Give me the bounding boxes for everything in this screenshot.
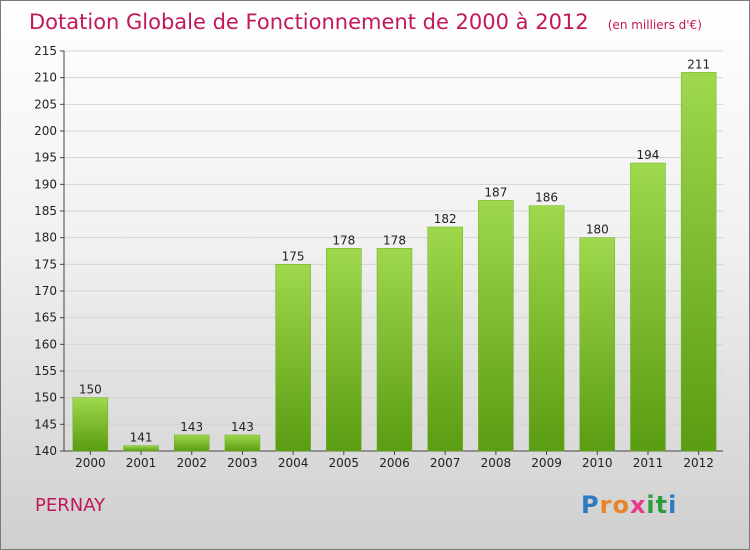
logo-letter: i [646, 491, 656, 519]
bar-2004 [275, 264, 311, 452]
bar-2007 [427, 226, 463, 452]
chart-subtitle: (en milliers d'€) [607, 18, 702, 32]
value-label: 175 [282, 249, 305, 263]
value-label: 186 [535, 191, 558, 205]
commune-name: PERNAY [35, 495, 106, 516]
value-label: 211 [687, 57, 710, 71]
x-tick-label: 2009 [531, 456, 562, 470]
y-tick-label: 190 [34, 177, 57, 191]
bar-2001 [123, 445, 159, 452]
logo-letter: P [581, 491, 600, 519]
value-label: 178 [332, 233, 355, 247]
y-tick-label: 160 [34, 337, 57, 351]
bar-2006 [376, 248, 413, 452]
bars: 150 141 143 143 175 178 178 182 187 186 180 194 211 [72, 57, 717, 452]
y-tick-label: 210 [34, 71, 57, 85]
x-tick-label: 2006 [379, 456, 410, 470]
logo-letter: o [612, 491, 630, 519]
logo-letter: t [655, 491, 669, 519]
x-tick-label: 2010 [582, 456, 613, 470]
y-tick-label: 200 [34, 124, 57, 138]
value-label: 187 [484, 185, 507, 199]
value-label: 182 [434, 212, 457, 226]
value-label: 141 [130, 431, 153, 445]
x-tick-label: 2003 [227, 456, 258, 470]
bar-2005 [326, 248, 362, 452]
x-tick-label: 2004 [278, 456, 309, 470]
logo-letter: r [599, 491, 613, 519]
title-row: Dotation Globale de Fonctionnement de 20… [29, 10, 702, 34]
x-tick-label: 2000 [75, 456, 106, 470]
x-tick-label: 2012 [683, 456, 714, 470]
value-label: 180 [586, 223, 609, 237]
y-tick-label: 165 [34, 311, 57, 325]
value-label: 178 [383, 233, 406, 247]
x-tick-label: 2008 [481, 456, 512, 470]
chart-title: Dotation Globale de Fonctionnement de 20… [29, 10, 589, 34]
y-tick-label: 175 [34, 257, 57, 271]
y-tick-label: 205 [34, 97, 57, 111]
value-label: 143 [231, 420, 254, 434]
value-label: 143 [180, 420, 203, 434]
x-tick-label: 2005 [329, 456, 360, 470]
logo-letter: i [668, 491, 678, 519]
x-tick-label: 2002 [176, 456, 207, 470]
y-tick-label: 150 [34, 391, 57, 405]
bar-2009 [528, 205, 565, 452]
y-tick-label: 170 [34, 284, 57, 298]
bar-2010 [579, 237, 616, 452]
axes: 1401451501551601651701751801851901952002… [34, 44, 723, 470]
y-tick-label: 185 [34, 204, 57, 218]
y-tick-label: 145 [34, 417, 57, 431]
bar-2008 [478, 200, 514, 452]
x-tick-label: 2011 [633, 456, 664, 470]
logo-letter: x [629, 491, 647, 519]
y-tick-label: 155 [34, 364, 57, 378]
bar-2002 [173, 434, 210, 452]
x-tick-label: 2007 [430, 456, 461, 470]
x-tick-label: 2001 [126, 456, 157, 470]
value-label: 150 [79, 383, 102, 397]
bar-2011 [630, 162, 666, 452]
y-tick-label: 195 [34, 151, 57, 165]
proxiti-logo: Proxiti [581, 491, 677, 519]
value-label: 194 [637, 148, 660, 162]
bar-2003 [224, 434, 261, 452]
y-tick-label: 140 [34, 444, 57, 458]
y-tick-label: 180 [34, 231, 57, 245]
y-tick-label: 215 [34, 44, 57, 58]
bar-2000 [72, 397, 109, 452]
bar-2012 [680, 72, 717, 452]
